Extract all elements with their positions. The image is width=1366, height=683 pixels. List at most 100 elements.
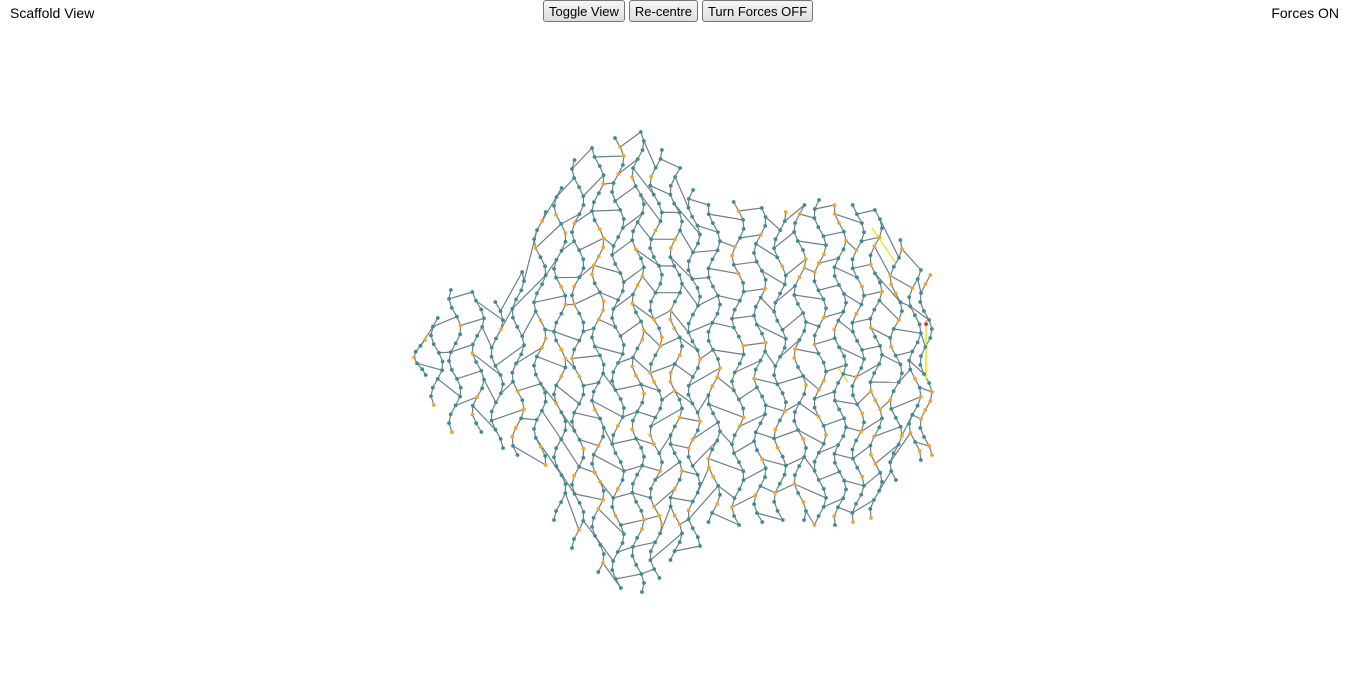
graph-node[interactable]	[753, 367, 758, 372]
graph-node[interactable]	[775, 445, 780, 450]
graph-node[interactable]	[880, 416, 884, 421]
graph-node[interactable]	[668, 379, 673, 384]
graph-node[interactable]	[639, 445, 644, 450]
graph-node[interactable]	[741, 415, 746, 420]
graph-node[interactable]	[698, 544, 702, 548]
graph-node[interactable]	[415, 361, 419, 366]
graph-node[interactable]	[715, 248, 720, 253]
graph-node[interactable]	[782, 282, 787, 287]
graph-node[interactable]	[860, 284, 864, 289]
graph-node[interactable]	[450, 430, 454, 434]
graph-node[interactable]	[577, 212, 582, 217]
graph-node[interactable]	[474, 360, 478, 364]
graph-node[interactable]	[686, 205, 691, 210]
graph-node[interactable]	[792, 293, 797, 297]
graph-node[interactable]	[690, 526, 695, 531]
graph-node[interactable]	[711, 284, 715, 289]
graph-node[interactable]	[616, 424, 620, 428]
graph-node[interactable]	[581, 257, 586, 262]
graph-node[interactable]	[782, 472, 787, 477]
graph-node[interactable]	[672, 486, 677, 491]
graph-node[interactable]	[630, 427, 635, 432]
graph-node[interactable]	[658, 406, 663, 411]
graph-node[interactable]	[778, 291, 782, 296]
graph-node[interactable]	[927, 444, 932, 448]
graph-node[interactable]	[873, 334, 877, 339]
graph-node[interactable]	[737, 424, 742, 429]
graph-node[interactable]	[919, 268, 923, 272]
graph-node[interactable]	[577, 311, 582, 316]
graph-node[interactable]	[900, 371, 904, 376]
graph-node[interactable]	[741, 218, 745, 222]
graph-node[interactable]	[581, 266, 586, 271]
graph-node[interactable]	[891, 327, 896, 331]
graph-node[interactable]	[635, 283, 640, 288]
graph-nodes[interactable]	[412, 130, 934, 594]
graph-node[interactable]	[680, 469, 684, 473]
graph-node[interactable]	[540, 282, 544, 287]
graph-node[interactable]	[577, 437, 582, 442]
graph-node[interactable]	[891, 451, 896, 456]
graph-node[interactable]	[737, 361, 742, 366]
graph-node[interactable]	[837, 220, 841, 225]
graph-node[interactable]	[753, 430, 758, 435]
graph-node[interactable]	[897, 318, 901, 322]
graph-node[interactable]	[570, 419, 574, 424]
graph-node[interactable]	[913, 440, 917, 444]
graph-node[interactable]	[581, 455, 586, 460]
graph-node[interactable]	[844, 300, 848, 305]
graph-node[interactable]	[889, 407, 894, 411]
graph-node[interactable]	[597, 164, 602, 168]
graph-node[interactable]	[773, 300, 778, 305]
graph-node[interactable]	[652, 567, 657, 571]
graph-node[interactable]	[792, 419, 797, 423]
graph-node[interactable]	[737, 460, 741, 465]
graph-node[interactable]	[532, 300, 536, 305]
graph-node[interactable]	[758, 295, 763, 300]
graph-node[interactable]	[833, 523, 837, 527]
graph-node[interactable]	[592, 281, 597, 286]
graph-node[interactable]	[570, 230, 574, 235]
graph-node[interactable]	[559, 473, 564, 477]
graph-node[interactable]	[812, 216, 817, 221]
graph-node[interactable]	[802, 329, 807, 333]
graph-node[interactable]	[511, 379, 515, 384]
graph-node[interactable]	[907, 358, 912, 363]
graph-node[interactable]	[677, 540, 682, 545]
graph-node[interactable]	[668, 192, 673, 197]
graph-node[interactable]	[631, 481, 635, 486]
graph-node[interactable]	[915, 277, 920, 281]
graph-node[interactable]	[780, 327, 785, 332]
graph-node[interactable]	[855, 339, 859, 343]
graph-node[interactable]	[833, 398, 837, 403]
graph-node[interactable]	[610, 505, 615, 509]
graph-node[interactable]	[868, 262, 873, 267]
graph-node[interactable]	[510, 370, 515, 375]
graph-node[interactable]	[855, 402, 860, 407]
graph-node[interactable]	[695, 535, 700, 539]
graph-node[interactable]	[793, 347, 797, 351]
graph-node[interactable]	[796, 302, 800, 306]
graph-node[interactable]	[498, 437, 503, 441]
graph-node[interactable]	[668, 317, 673, 322]
graph-node[interactable]	[930, 327, 934, 331]
graph-node[interactable]	[844, 425, 848, 430]
graph-node[interactable]	[621, 280, 626, 284]
toggle-forces-button[interactable]: Turn Forces OFF	[701, 0, 814, 22]
graph-node[interactable]	[878, 280, 882, 285]
graph-node[interactable]	[763, 403, 768, 408]
graph-node[interactable]	[640, 211, 645, 216]
graph-node[interactable]	[639, 193, 643, 198]
graph-node[interactable]	[778, 418, 782, 423]
graph-node[interactable]	[775, 509, 780, 513]
graph-node[interactable]	[610, 253, 614, 257]
graph-node[interactable]	[763, 277, 768, 282]
graph-node[interactable]	[859, 302, 864, 307]
graph-node[interactable]	[711, 348, 715, 352]
graph-node[interactable]	[522, 407, 526, 412]
graph-node[interactable]	[889, 469, 894, 473]
graph-node[interactable]	[532, 363, 536, 368]
graph-node[interactable]	[917, 385, 922, 390]
graph-node[interactable]	[581, 392, 586, 397]
graph-node[interactable]	[927, 318, 931, 322]
